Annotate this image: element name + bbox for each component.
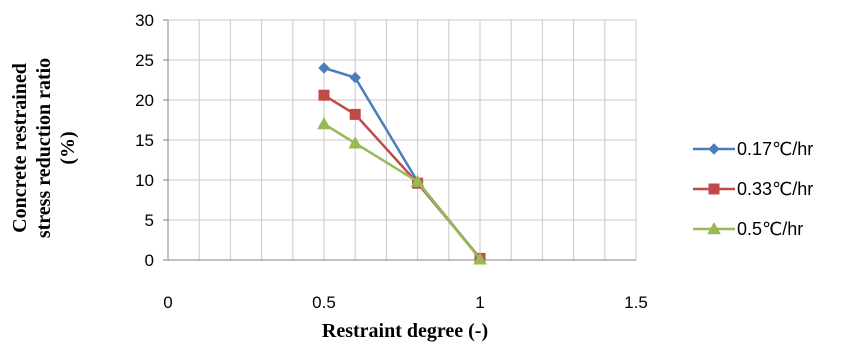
x-tick-label: 0	[163, 293, 172, 312]
legend-marker	[707, 221, 721, 235]
legend-item-1: 0.17℃/hr	[693, 139, 813, 159]
y-tick-label: 0	[145, 251, 154, 270]
data-point	[348, 136, 363, 149]
data-point	[317, 116, 331, 130]
legend-label: 0.5℃/hr	[737, 219, 803, 239]
plot-series	[317, 62, 487, 265]
series-2	[318, 89, 486, 264]
series-3	[317, 116, 487, 265]
axes	[163, 19, 636, 261]
series-line	[323, 122, 481, 260]
data-point	[349, 71, 361, 84]
data-point	[473, 252, 487, 265]
x-tick-label: 0.5	[312, 293, 336, 312]
y-axis-title-line-3: (%)	[57, 131, 79, 164]
legend-item-3: 0.5℃/hr	[693, 219, 803, 239]
tick-labels: 0 5 10 15 20 25 30 0 0.5 1 1.5	[135, 11, 648, 312]
x-tick-label: 1.5	[624, 293, 648, 312]
y-tick-label: 15	[135, 131, 154, 150]
legend-label: 0.33℃/hr	[737, 179, 813, 199]
legend: 0.17℃/hr 0.33℃/hr 0.5℃/hr	[693, 139, 813, 239]
y-tick-label: 10	[135, 171, 154, 190]
x-axis-title: Restraint degree (-)	[322, 320, 488, 342]
data-point	[410, 174, 425, 187]
data-point	[318, 62, 330, 74]
legend-marker	[708, 143, 720, 155]
legend-item-2: 0.33℃/hr	[693, 179, 813, 199]
legend-label: 0.17℃/hr	[737, 139, 813, 159]
y-axis-title-line-2: stress reduction ratio	[33, 58, 55, 238]
y-axis-title: Concrete restrained stress reduction rat…	[9, 58, 79, 238]
series-line	[323, 94, 481, 260]
data-point	[318, 89, 330, 101]
y-tick-label: 25	[135, 51, 154, 70]
legend-marker	[708, 183, 720, 195]
x-tick-label: 1	[475, 293, 484, 312]
y-tick-label: 5	[145, 211, 154, 230]
y-axis-title-line-1: Concrete restrained	[9, 63, 31, 233]
y-tick-label: 30	[135, 11, 154, 30]
y-tick-label: 20	[135, 91, 154, 110]
data-point	[349, 108, 361, 120]
grid	[168, 19, 637, 260]
